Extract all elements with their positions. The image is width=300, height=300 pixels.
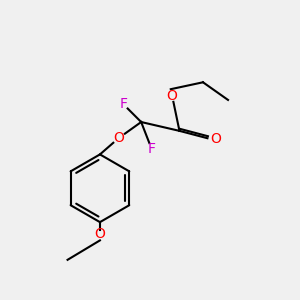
Text: F: F	[148, 142, 155, 155]
Text: O: O	[114, 131, 124, 145]
Text: O: O	[167, 88, 178, 103]
Text: F: F	[119, 98, 128, 111]
Text: O: O	[94, 227, 105, 241]
Text: O: O	[210, 132, 221, 146]
